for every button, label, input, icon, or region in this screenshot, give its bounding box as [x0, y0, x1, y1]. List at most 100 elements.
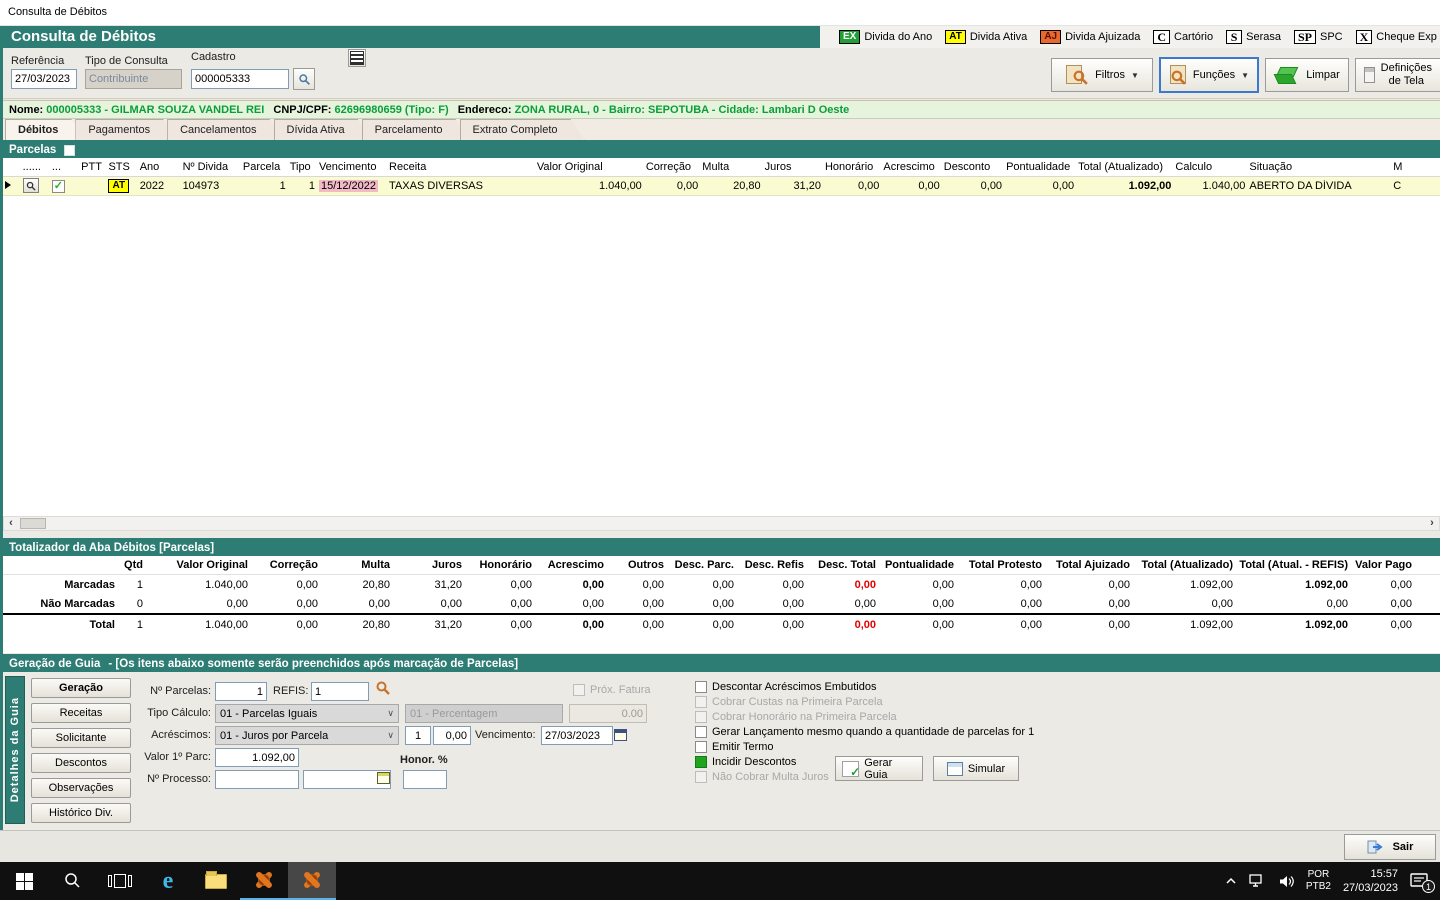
referencia-input[interactable]	[11, 69, 77, 89]
totalizador-row: Total 1 1.040,00 0,00 20,80 31,20 0,00 0…	[3, 613, 1440, 635]
acrescimo-qtd-input[interactable]	[405, 726, 431, 745]
option-checkbox[interactable]: Gerar Lançamento mesmo quando a quantida…	[695, 725, 1034, 739]
geracao-nav-button[interactable]: Solicitante	[31, 728, 131, 748]
row-checkbox[interactable]: ✓	[51, 179, 65, 193]
taskbar-date: 27/03/2023	[1342, 882, 1398, 894]
detalhes-guia-side-tab[interactable]: Detalhes da Guia	[5, 676, 25, 824]
sair-button[interactable]: Sair	[1344, 834, 1436, 860]
tab[interactable]: Extrato Completo	[460, 119, 585, 140]
row-detail-button[interactable]	[22, 178, 39, 194]
processo-label: Nº Processo:	[147, 773, 211, 785]
acrescimos-select[interactable]: 01 - Juros por Parcela ∨	[215, 726, 399, 745]
task-view-icon	[108, 874, 132, 888]
col-situacao: Situação	[1249, 161, 1293, 173]
tipo-calculo-label: Tipo Cálculo:	[147, 707, 211, 719]
file-explorer-button[interactable]	[192, 862, 240, 900]
cadastro-search-button[interactable]	[293, 68, 315, 90]
geracao-nav-button[interactable]: Descontos	[31, 753, 131, 773]
cell-receita: TAXAS DIVERSAS	[389, 180, 483, 192]
cadastro-label: Cadastro	[191, 51, 236, 63]
row-label: Total	[89, 619, 115, 631]
parcelas-select-all-checkbox[interactable]	[64, 144, 76, 156]
totalizador-title: Totalizador da Aba Débitos [Parcelas]	[9, 542, 215, 554]
option-checkbox[interactable]: Cobrar Custas na Primeira Parcela	[695, 695, 883, 709]
processo-input[interactable]	[215, 770, 299, 789]
calendar-icon[interactable]	[614, 729, 627, 741]
grid-view-button[interactable]	[348, 49, 366, 67]
col-correcao: Correção	[645, 161, 692, 173]
checkbox-icon	[695, 726, 707, 738]
calculator-icon[interactable]	[377, 772, 390, 784]
refis-search-button[interactable]	[375, 680, 391, 699]
vencimento-input[interactable]	[541, 726, 613, 745]
horizontal-scrollbar[interactable]: ‹ ›	[3, 516, 1440, 531]
table-row[interactable]: ✓ AT 2022 104973 1 1 15/12/2022 TAXAS DI…	[3, 177, 1440, 196]
honor-label: Honor. %	[400, 754, 448, 766]
start-button[interactable]	[0, 862, 48, 900]
refis-input[interactable]	[311, 682, 369, 701]
legend-label: Cartório	[1174, 31, 1214, 43]
col-calculo: Calculo	[1175, 161, 1213, 173]
definicoes-tela-button[interactable]: Definições de Tela	[1355, 58, 1440, 92]
tab[interactable]: Débitos	[5, 119, 85, 140]
legend-badge: EX	[839, 30, 861, 44]
chevron-up-icon	[1226, 877, 1236, 884]
option-checkbox[interactable]: Incidir Descontos	[695, 755, 796, 769]
volume-button[interactable]	[1278, 875, 1294, 888]
geracao-nav-button[interactable]: Histórico Div.	[31, 803, 131, 823]
task-view-button[interactable]	[96, 862, 144, 900]
tray-chevron-button[interactable]	[1225, 877, 1237, 885]
geracao-nav-button[interactable]: Geração	[31, 678, 131, 698]
geracao-note: - [Os itens abaixo somente serão preench…	[108, 658, 519, 670]
tab[interactable]: Cancelamentos	[167, 119, 283, 140]
tipo-calculo-select[interactable]: 01 - Parcelas Iguais ∨	[215, 704, 399, 723]
geracao-nav-button[interactable]: Observações	[31, 778, 131, 798]
option-checkbox[interactable]: Descontar Acréscimos Embutidos	[695, 680, 876, 694]
simulate-icon	[946, 761, 963, 776]
col-juros: Juros	[764, 161, 792, 173]
tab[interactable]: Pagamentos	[75, 119, 177, 140]
language-indicator[interactable]: POR PTB2	[1305, 868, 1331, 893]
search-icon	[298, 73, 310, 85]
scroll-right-icon[interactable]: ›	[1430, 517, 1434, 529]
limpar-button[interactable]: Limpar	[1265, 58, 1349, 92]
percentagem-value-input	[569, 704, 647, 723]
taskbar-clock[interactable]: 15:57 27/03/2023	[1343, 867, 1398, 896]
internet-explorer-button[interactable]: e	[144, 862, 192, 900]
honor-input[interactable]	[403, 770, 447, 789]
simular-button[interactable]: Simular	[933, 756, 1019, 781]
legend-item: AT Divida Ativa	[945, 30, 1027, 44]
gerar-guia-button[interactable]: ✓ Gerar Guia	[835, 756, 923, 781]
cell-tipo: 1	[308, 180, 315, 192]
cadastro-input[interactable]	[191, 69, 289, 89]
app-window-button-2[interactable]	[288, 862, 336, 900]
option-checkbox[interactable]: Emitir Termo	[695, 740, 774, 754]
funcoes-button[interactable]: Funções ▼	[1159, 57, 1259, 93]
scrollbar-thumb[interactable]	[20, 518, 46, 529]
checkbox-icon	[695, 681, 707, 693]
filtros-button[interactable]: Filtros ▼	[1051, 58, 1153, 92]
list-icon	[350, 51, 364, 65]
tab[interactable]: Dívida Ativa	[274, 119, 372, 140]
footer-bar: Sair	[0, 830, 1440, 862]
geracao-nav-button[interactable]: Receitas	[31, 703, 131, 723]
processo-data-input[interactable]	[303, 770, 391, 789]
valor-parc-input[interactable]	[215, 748, 299, 767]
option-checkbox[interactable]: Cobrar Honorário na Primeira Parcela	[695, 710, 897, 724]
col-multa: Multa	[702, 161, 730, 173]
cnpj-label: CNPJ/CPF:	[273, 104, 332, 116]
notification-center-button[interactable]: 1	[1410, 873, 1435, 893]
tab[interactable]: Parcelamento	[362, 119, 470, 140]
app-window-button-1[interactable]	[240, 862, 288, 900]
acrescimo-valor-input[interactable]	[433, 726, 471, 745]
col-honorario: Honorário	[824, 161, 874, 173]
network-button[interactable]	[1249, 874, 1266, 888]
col-pontualidade: Pontualidade	[1006, 161, 1071, 173]
scroll-left-icon[interactable]: ‹	[9, 517, 13, 529]
taskbar-search-button[interactable]	[48, 862, 96, 900]
n-parcelas-input[interactable]	[215, 682, 267, 701]
legend-badge: X	[1355, 30, 1373, 44]
window-titlebar: Consulta de Débitos	[0, 0, 1440, 26]
option-checkbox[interactable]: Não Cobrar Multa Juros	[695, 770, 829, 784]
cell-m: C	[1393, 180, 1402, 192]
